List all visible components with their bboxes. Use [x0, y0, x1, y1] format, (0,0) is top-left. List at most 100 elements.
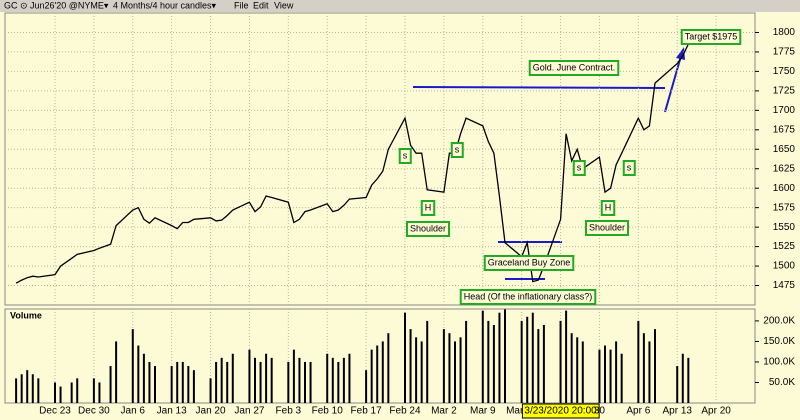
annotation-box: [680, 29, 742, 45]
x-tick-label: 3/23/2020 20:00: [524, 406, 597, 417]
volume-bar: [637, 320, 640, 403]
volume-bar: [142, 353, 145, 403]
volume-bar: [287, 361, 290, 403]
volume-bar: [404, 312, 406, 403]
interval[interactable]: 4 Months/4 hour candles▾: [113, 0, 217, 10]
annotation: H: [605, 202, 612, 212]
volume-bar: [137, 345, 140, 403]
volume-bar: [92, 378, 95, 403]
target-arrow: [664, 55, 682, 113]
y-tick-label: 1725: [773, 86, 796, 97]
price-line: [15, 43, 689, 284]
volume-bar: [681, 353, 684, 403]
toolbar: [0, 0, 800, 12]
volume-bar: [292, 349, 295, 403]
volume-bar: [531, 312, 534, 403]
y-tick-label: 1550: [773, 222, 796, 233]
volume-bar: [348, 353, 351, 403]
annotation: Target $1975: [685, 31, 738, 41]
volume-bar: [598, 349, 601, 403]
annotation: s: [627, 162, 632, 172]
x-tick-label: Dec 30: [78, 406, 110, 417]
x-tick-label: Feb 3: [276, 406, 302, 417]
neckline: [412, 86, 666, 89]
volume-bar: [176, 361, 179, 403]
volume-bar: [654, 329, 656, 403]
annotation: Graceland Buy Zone: [488, 257, 571, 267]
x-tick-label: Feb 17: [351, 406, 383, 417]
x-tick-label: Feb 10: [312, 406, 344, 417]
x-cursor-label-bg: [521, 403, 600, 419]
volume-bar: [370, 349, 373, 403]
symbol[interactable]: GC ⊙ Jun26'20 @NYME▾: [4, 0, 109, 10]
volume-bar: [381, 341, 384, 403]
volume-bar: [209, 378, 212, 403]
volume-bar: [459, 337, 462, 403]
menu-item[interactable]: File: [234, 0, 249, 10]
volume-bar: [192, 370, 195, 403]
volume-bar: [70, 382, 73, 403]
volume-bar: [426, 320, 429, 403]
y-tick-label: 1675: [773, 124, 796, 135]
volume-bar: [15, 378, 18, 403]
menu-item[interactable]: Edit: [253, 0, 269, 10]
x-tick-label: Mar 16: [506, 406, 538, 417]
y-tick-label: 1500: [773, 261, 796, 272]
annotation-box: [450, 142, 464, 158]
volume-bar: [648, 341, 651, 403]
volume-bar: [109, 366, 112, 403]
volume-bar: [331, 357, 334, 403]
volume-bar: [487, 320, 490, 403]
volume-bar: [59, 386, 62, 403]
volume-bar: [131, 329, 134, 403]
annotation: s: [403, 150, 408, 160]
y-tick-label: 150.0K: [763, 336, 795, 347]
annotation: Head (Of the inflationary class?): [464, 291, 593, 301]
x-tick-label: Apr 13: [662, 406, 692, 417]
annotation-box: [600, 200, 616, 216]
annotation: s: [577, 162, 582, 172]
volume-bar: [154, 366, 156, 403]
volume-bar: [537, 329, 540, 403]
volume-bar: [309, 361, 312, 403]
y-tick-label: 1775: [773, 47, 796, 58]
volume-bar: [226, 361, 229, 403]
volume-bar: [420, 341, 423, 403]
x-tick-label: Jan 6: [121, 406, 146, 417]
volume-bar: [442, 329, 445, 403]
y-tick-label: 1750: [773, 66, 796, 77]
x-tick-label: Jan 13: [157, 406, 187, 417]
volume-bar: [98, 382, 101, 403]
volume-bar: [37, 378, 40, 403]
annotation-box: [584, 220, 630, 236]
volume-bar: [676, 366, 679, 403]
volume-bar: [26, 370, 29, 403]
x-tick-label: Dec 23: [39, 406, 71, 417]
annotation-box: [483, 255, 575, 271]
y-tick-label: 1800: [773, 27, 796, 38]
volume-bar: [576, 337, 579, 403]
annotation-box: [398, 148, 412, 164]
y-tick-label: 100.0K: [763, 357, 795, 368]
volume-bar: [454, 341, 456, 403]
y-tick-label: 50.0K: [769, 377, 795, 388]
annotation: Gold. June Contract.: [533, 62, 616, 72]
volume-bar: [254, 357, 256, 403]
y-tick-label: 1525: [773, 241, 796, 252]
annotation-box: [420, 200, 436, 216]
volume-bar: [604, 345, 606, 403]
volume-bar: [620, 353, 623, 403]
x-tick-label: Apr 6: [626, 406, 650, 417]
volume-bar: [565, 310, 568, 403]
menu-item[interactable]: View: [274, 0, 294, 10]
annotation: Shoulder: [410, 223, 446, 233]
volume-bar: [265, 353, 268, 403]
y-tick-label: 1625: [773, 163, 796, 174]
y-tick-label: 200.0K: [763, 316, 795, 327]
annotation: H: [425, 202, 432, 212]
volume-panel: [4, 308, 756, 404]
volume-bar: [504, 309, 506, 403]
volume-bar: [687, 357, 690, 403]
price-panel: [4, 12, 756, 306]
